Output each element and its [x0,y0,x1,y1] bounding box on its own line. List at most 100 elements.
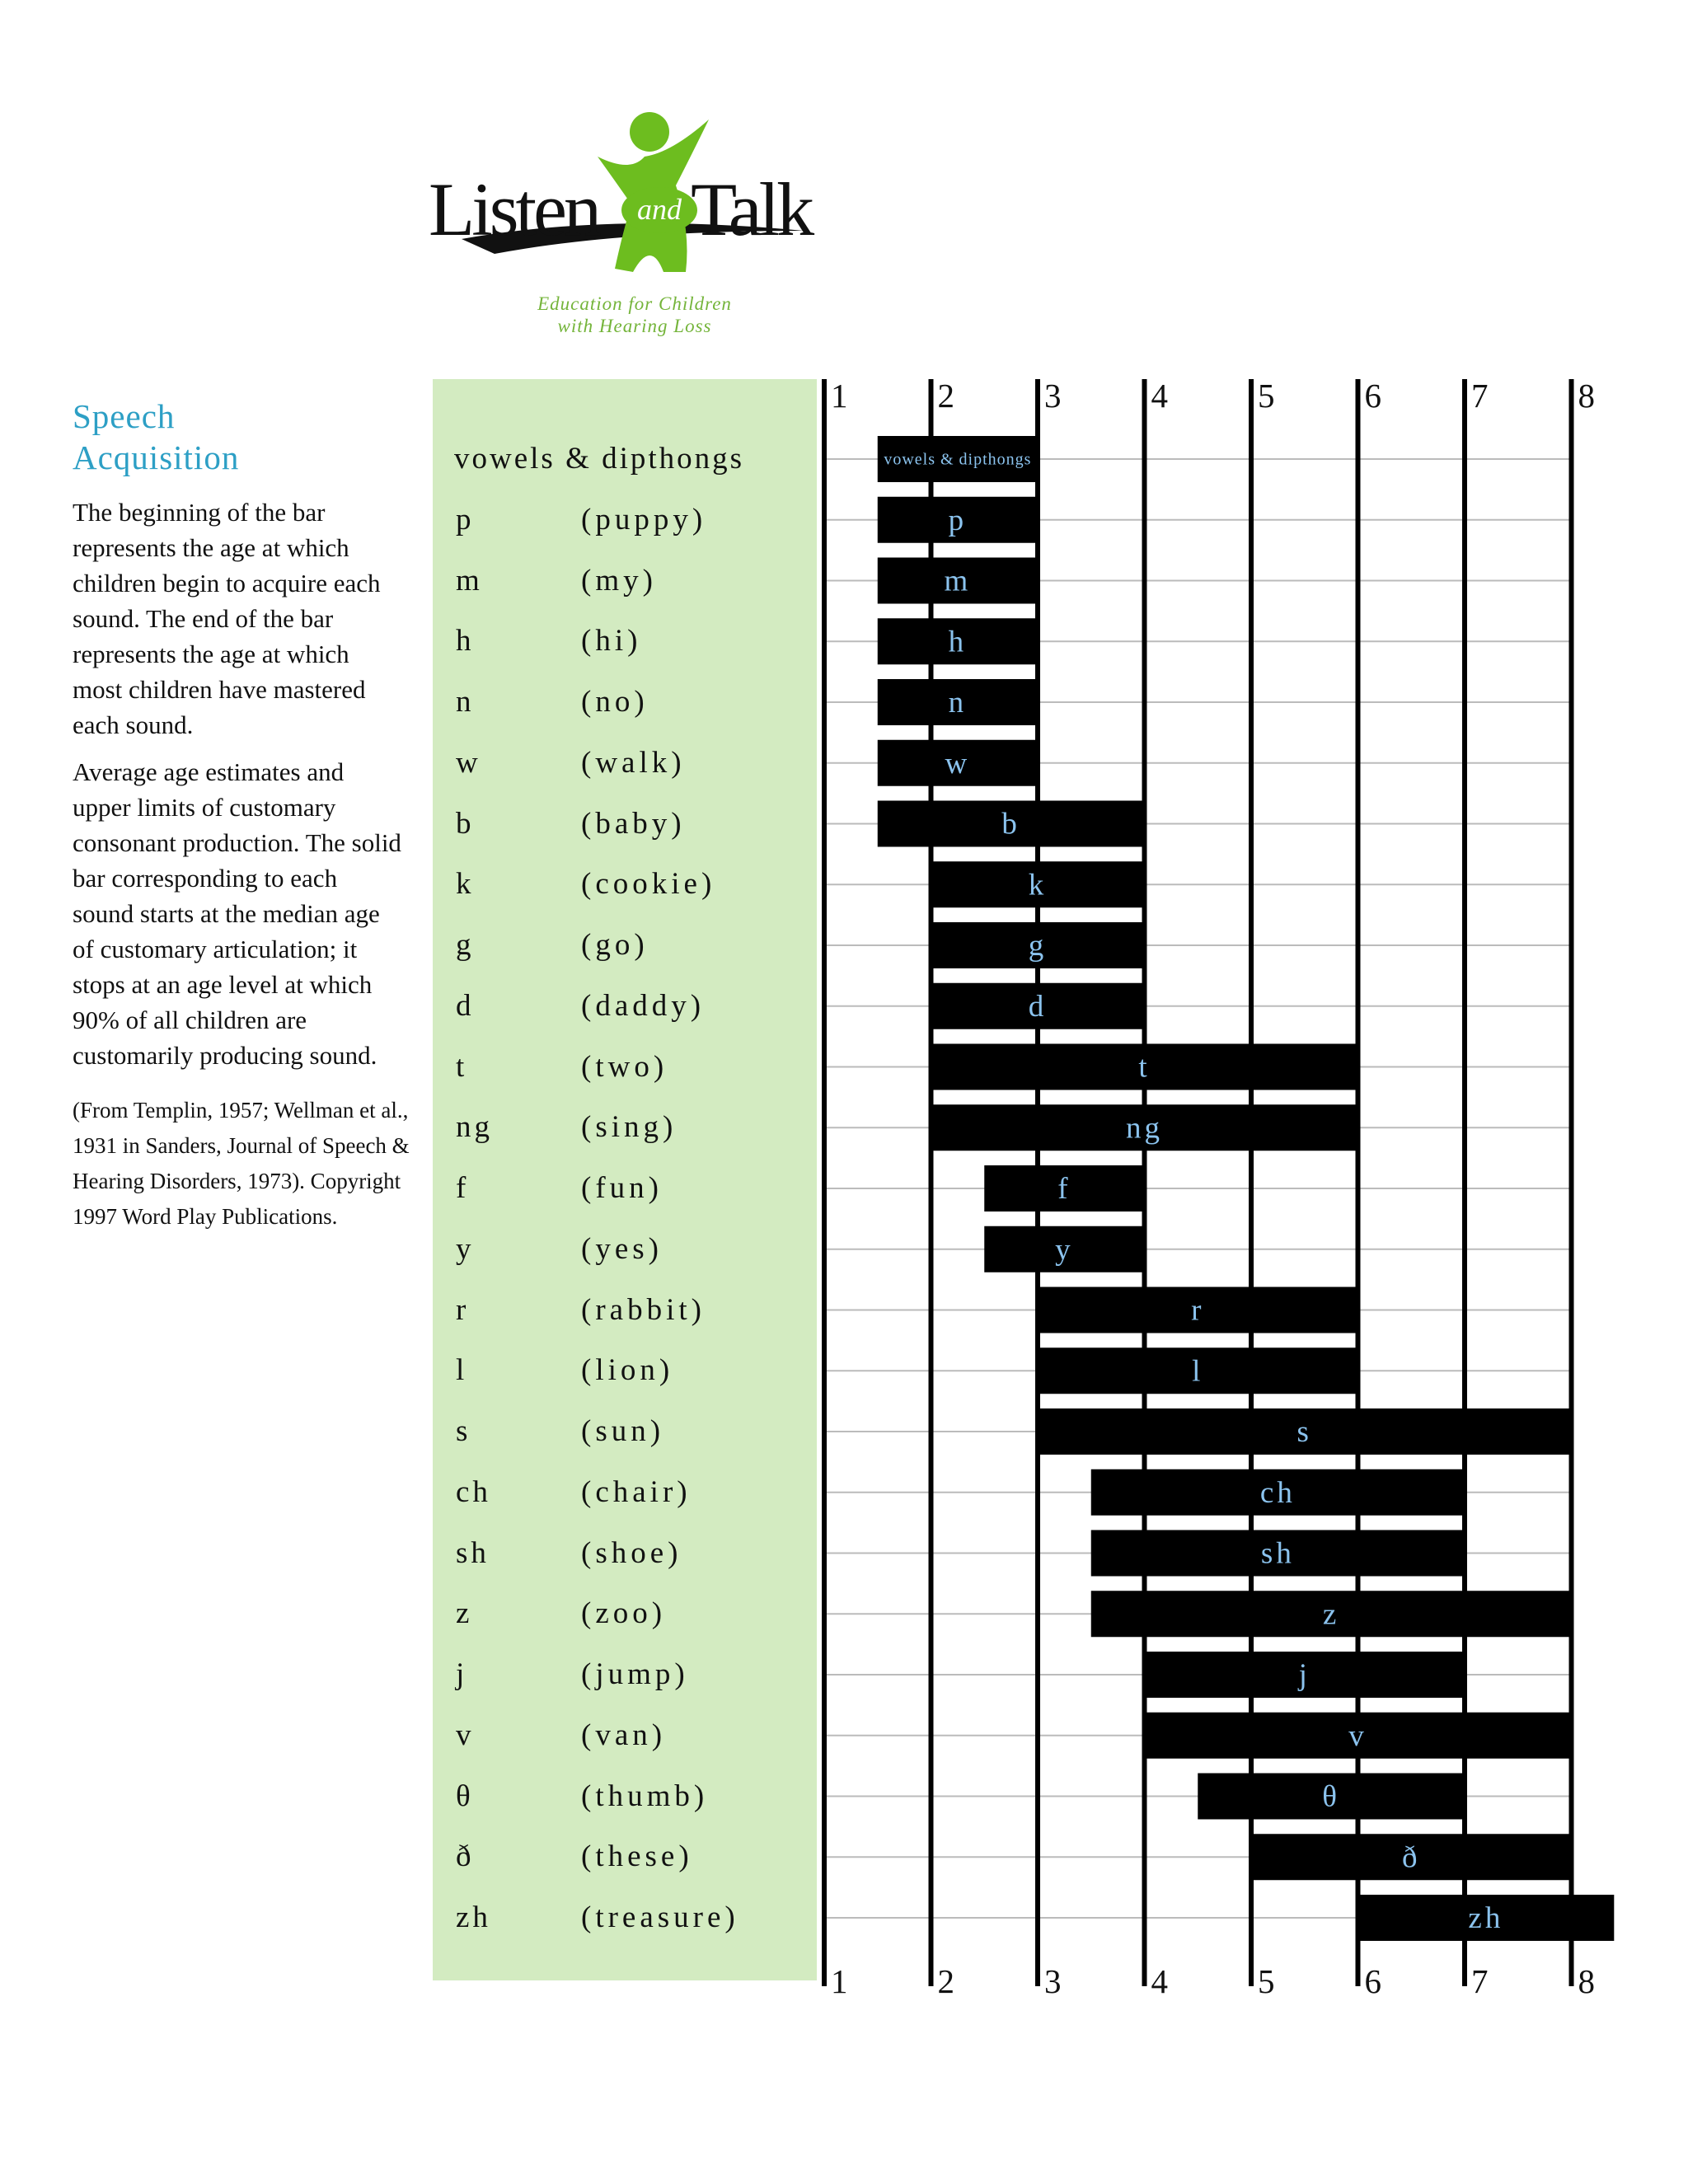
tick-label-top-2: 2 [938,377,955,415]
bar-label-0: vowels & dipthongs [884,451,1031,469]
row-sound-23: ð [456,1840,475,1874]
row-sound-21: v [456,1718,475,1752]
bar-13 [984,1226,1145,1272]
row-example-9: (daddy) [581,988,706,1023]
tick-label-top-1: 1 [831,377,848,415]
bar-12 [984,1165,1145,1212]
bar-label-20: j [1297,1658,1311,1692]
bar-8 [931,922,1145,968]
row-example-19: (zoo) [581,1596,667,1631]
bar-16 [1038,1408,1572,1455]
bar-label-19: z [1323,1597,1339,1631]
tick-label-top-5: 5 [1258,377,1275,415]
row-sound-14: r [456,1292,470,1327]
row-example-14: (rabbit) [581,1292,706,1327]
bar-label-15: l [1192,1354,1203,1388]
tick-label-bottom-2: 2 [938,1962,955,2000]
bar-3 [877,618,1038,665]
row-sound-7: k [456,867,475,902]
row-example-6: (baby) [581,806,686,841]
tick-label-bottom-5: 5 [1258,1962,1275,2000]
bar-10 [931,1043,1358,1090]
logo-word-listen: Listen [429,167,601,251]
bar-label-7: k [1029,868,1048,902]
sidebar-paragraph-2: Average age estimates and upper limits o… [73,757,401,1070]
tick-label-bottom-4: 4 [1151,1962,1169,2000]
row-sound-4: n [456,685,475,719]
row-example-18: (shoe) [581,1535,682,1570]
row-sound-12: f [456,1171,470,1205]
row-example-3: (hi) [581,624,642,658]
row-sound-24: zh [456,1900,491,1934]
bar-24 [1357,1895,1615,1941]
tick-label-top-4: 4 [1151,377,1169,415]
bar-20 [1144,1652,1465,1698]
bar-14 [1038,1286,1358,1333]
tagline-line-2: with Hearing Loss [557,316,712,336]
row-sound-20: j [456,1657,468,1691]
tick-label-bottom-6: 6 [1365,1962,1382,2000]
row-example-16: (sun) [581,1414,665,1448]
tick-label-top-7: 7 [1471,377,1489,415]
bar-1 [877,496,1038,543]
logo-tagline: Education for Children with Hearing Loss [429,293,841,337]
row-sound-10: t [456,1049,468,1084]
tick-label-bottom-3: 3 [1044,1962,1062,2000]
row-sound-11: ng [456,1110,493,1145]
row-example-12: (fun) [581,1171,663,1205]
row-sound-6: b [456,806,475,841]
bar-label-17: ch [1260,1476,1296,1510]
bar-label-16: s [1297,1415,1312,1449]
row-example-24: (treasure) [581,1900,739,1934]
row-example-8: (go) [581,928,649,962]
row-sound-13: y [456,1231,475,1266]
bar-label-22: θ [1322,1780,1340,1814]
row-example-2: (my) [581,563,657,598]
bar-label-24: zh [1468,1901,1503,1935]
bar-label-13: y [1055,1233,1074,1267]
bar-label-5: w [945,747,971,780]
bar-label-1: p [949,504,968,537]
logo-word-and: and [637,193,682,226]
row-example-4: (no) [581,685,649,719]
bar-17 [1090,1469,1465,1516]
sidebar-title: Speech Acquisition [73,397,240,476]
row-example-15: (lion) [581,1353,674,1388]
row-sound-16: s [456,1414,471,1448]
logo-artwork: and Listen Talk [429,112,818,272]
tick-label-bottom-8: 8 [1578,1962,1596,2000]
bar-9 [931,982,1145,1029]
row-example-13: (yes) [581,1231,663,1266]
bar-0 [877,436,1038,482]
row-example-21: (van) [581,1718,667,1752]
bar-label-3: h [949,625,968,658]
row-sound-19: z [456,1596,473,1631]
sidebar: Speech Acquisition The beginning of the … [73,396,419,1246]
row-sound-9: d [456,988,475,1023]
row-example-10: (two) [581,1049,668,1084]
bar-label-23: ð [1402,1840,1421,1874]
bar-label-10: t [1138,1051,1150,1085]
bar-label-18: sh [1261,1537,1295,1571]
listen-and-talk-logo: and Listen Talk Education for Children w… [429,107,841,363]
row-sound-8: g [456,928,475,962]
bar-2 [877,557,1038,604]
bar-4 [877,679,1038,725]
bar-label-8: g [1029,929,1048,963]
sidebar-source: (From Templin, 1957; Wellman et al., 193… [73,1098,410,1229]
bar-19 [1090,1591,1572,1638]
bar-7 [931,861,1145,908]
row-sound-3: h [456,624,475,658]
bar-22 [1198,1773,1465,1820]
bar-6 [877,800,1145,847]
bar-11 [931,1104,1358,1151]
tick-label-top-6: 6 [1365,377,1382,415]
bar-label-9: d [1029,990,1048,1024]
tagline-line-1: Education for Children [537,293,732,314]
row-sound-2: m [456,563,483,598]
row-sound-15: l [456,1353,468,1388]
row-example-22: (thumb) [581,1779,709,1813]
row-sound-17: ch [456,1474,491,1509]
bar-18 [1090,1530,1465,1577]
